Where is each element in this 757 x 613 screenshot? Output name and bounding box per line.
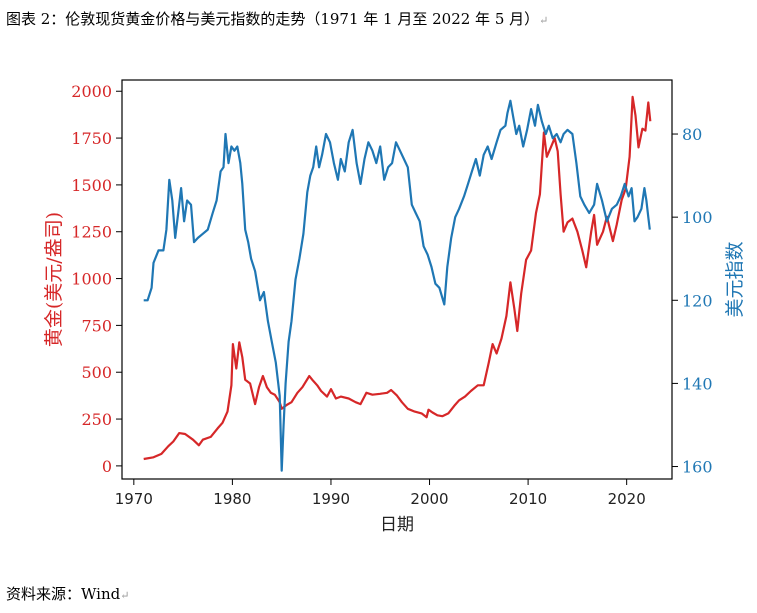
y-right-tick-label: 120	[682, 291, 713, 310]
y-left-tick-label: 1750	[71, 129, 112, 148]
plot-frame	[121, 79, 673, 480]
series-layer	[143, 95, 652, 472]
chart-caption: 图表 2：伦敦现货黄金价格与美元指数的走势（1971 年 1 月至 2022 年…	[6, 10, 549, 28]
x-axis-label: 日期	[380, 515, 414, 535]
x-tick-label: 2020	[608, 490, 646, 508]
x-tick-label: 1990	[312, 490, 350, 508]
paragraph-mark: ↵	[120, 589, 130, 602]
y-right-tick-label: 100	[682, 208, 713, 227]
x-tick-label: 1970	[115, 490, 153, 508]
y-left-axis-label: 黄金(美元/盎司)	[43, 212, 65, 347]
y-right-axis-label: 美元指数	[724, 241, 746, 317]
y-left-tick-label: 1500	[71, 176, 112, 195]
y-left-tick-label: 250	[81, 410, 112, 429]
series-line-dollar-index	[143, 99, 651, 472]
y-right-tick-label: 140	[682, 374, 713, 393]
y-left-tick-label: 0	[102, 457, 112, 476]
x-tick-label: 2010	[509, 490, 547, 508]
y-left-tick-label: 2000	[71, 82, 112, 101]
y-right-tick-label: 160	[682, 458, 713, 477]
source-note: 资料来源：Wind↵	[6, 585, 130, 603]
y-left-tick-label: 500	[81, 363, 112, 382]
y-right-tick-label: 80	[682, 125, 702, 144]
ticks-layer: 1970 1980 1990 2000 2010 2020 0 250 500 750 1000 12…	[71, 82, 712, 508]
paragraph-mark: ↵	[539, 14, 549, 27]
series-line-gold-price	[143, 95, 652, 461]
x-tick-label: 1980	[213, 490, 251, 508]
y-left-tick-label: 750	[81, 316, 112, 335]
y-left-tick-label: 1000	[71, 270, 112, 289]
x-tick-label: 2000	[410, 490, 448, 508]
y-left-tick-label: 1250	[71, 223, 112, 242]
